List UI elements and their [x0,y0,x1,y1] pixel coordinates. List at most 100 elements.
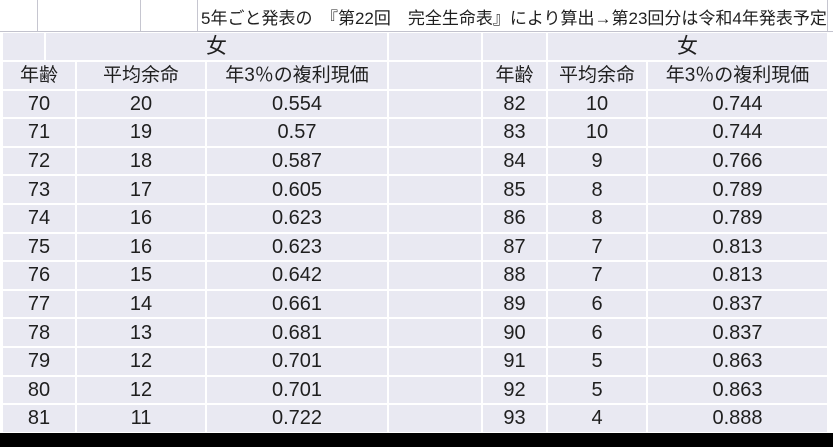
cell-age[interactable]: 70 [3,90,75,118]
cell-life-expectancy[interactable]: 6 [548,290,646,318]
cell-present-value[interactable]: 0.623 [207,233,387,261]
cell-present-value[interactable]: 0.587 [207,147,387,175]
cell-life-expectancy[interactable]: 8 [548,176,646,203]
cell-empty[interactable] [389,376,481,404]
cell-empty[interactable] [389,119,481,146]
cell-age[interactable]: 92 [483,376,546,404]
cell-present-value[interactable]: 0.623 [207,204,387,232]
cell-empty[interactable] [389,33,481,60]
cell-empty[interactable] [389,347,481,375]
cell-life-expectancy[interactable]: 18 [77,147,205,175]
gender-header-left[interactable]: 女 [46,33,387,60]
bottom-black-bar [0,433,833,447]
cell-empty[interactable] [389,62,481,89]
cell-present-value[interactable]: 0.744 [648,90,827,118]
cell-age[interactable]: 85 [483,176,546,203]
cell-present-value[interactable]: 0.701 [207,347,387,375]
gridline-vertical [37,0,38,31]
cell-age[interactable]: 93 [483,405,546,432]
cell-age[interactable]: 90 [483,319,546,346]
cell-life-expectancy[interactable]: 6 [548,319,646,346]
cell-present-value[interactable]: 0.837 [648,290,827,318]
cell-present-value[interactable]: 0.837 [648,319,827,346]
cell-life-expectancy[interactable]: 16 [77,233,205,261]
cell-empty[interactable] [389,90,481,118]
cell-age[interactable]: 87 [483,233,546,261]
column-header-present-value[interactable]: 年3％の複利現価 [207,62,387,89]
cell-life-expectancy[interactable]: 19 [77,119,205,146]
cell-age[interactable]: 72 [3,147,75,175]
column-header-present-value[interactable]: 年3％の複利現価 [648,62,827,89]
table-caption[interactable]: 5年ごと発表の 『第22回 完全生命表』により算出→第23回分は令和4年発表予定 [201,9,827,28]
cell-age[interactable]: 74 [3,204,75,232]
cell-age[interactable]: 84 [483,147,546,175]
cell-age[interactable]: 81 [3,405,75,432]
cell-present-value[interactable]: 0.744 [648,119,827,146]
cell-life-expectancy[interactable]: 5 [548,347,646,375]
cell-empty[interactable] [389,262,481,289]
cell-age[interactable]: 79 [3,347,75,375]
cell-empty[interactable] [389,405,481,432]
cell-life-expectancy[interactable]: 8 [548,204,646,232]
cell-present-value[interactable]: 0.57 [207,119,387,146]
cell-age[interactable]: 82 [483,90,546,118]
cell-age[interactable]: 71 [3,119,75,146]
cell-empty[interactable] [389,176,481,203]
cell-life-expectancy[interactable]: 11 [77,405,205,432]
cell-empty[interactable] [483,33,546,60]
cell-age[interactable]: 83 [483,119,546,146]
column-header-age[interactable]: 年齢 [3,62,75,89]
cell-present-value[interactable]: 0.766 [648,147,827,175]
cell-present-value[interactable]: 0.681 [207,319,387,346]
gender-header-right[interactable]: 女 [548,33,827,60]
cell-age[interactable]: 89 [483,290,546,318]
cell-age[interactable]: 76 [3,262,75,289]
cell-life-expectancy[interactable]: 7 [548,262,646,289]
cell-present-value[interactable]: 0.554 [207,90,387,118]
column-header-age[interactable]: 年齢 [483,62,546,89]
column-header-life-expectancy[interactable]: 平均余命 [77,62,205,89]
cell-life-expectancy[interactable]: 17 [77,176,205,203]
cell-age[interactable]: 78 [3,319,75,346]
cell-life-expectancy[interactable]: 16 [77,204,205,232]
cell-life-expectancy[interactable]: 20 [77,90,205,118]
cell-empty[interactable] [389,319,481,346]
cell-present-value[interactable]: 0.888 [648,405,827,432]
cell-life-expectancy[interactable]: 5 [548,376,646,404]
cell-age[interactable]: 73 [3,176,75,203]
cell-life-expectancy[interactable]: 10 [548,90,646,118]
cell-present-value[interactable]: 0.789 [648,176,827,203]
column-header-life-expectancy[interactable]: 平均余命 [548,62,646,89]
cell-present-value[interactable]: 0.863 [648,347,827,375]
cell-empty[interactable] [389,204,481,232]
cell-life-expectancy[interactable]: 7 [548,233,646,261]
cell-age[interactable]: 91 [483,347,546,375]
cell-present-value[interactable]: 0.661 [207,290,387,318]
cell-age[interactable]: 77 [3,290,75,318]
cell-present-value[interactable]: 0.863 [648,376,827,404]
cell-present-value[interactable]: 0.605 [207,176,387,203]
cell-present-value[interactable]: 0.813 [648,262,827,289]
cell-life-expectancy[interactable]: 4 [548,405,646,432]
cell-present-value[interactable]: 0.701 [207,376,387,404]
cell-age[interactable]: 80 [3,376,75,404]
cell-age[interactable]: 88 [483,262,546,289]
cell-life-expectancy[interactable]: 13 [77,319,205,346]
cell-life-expectancy[interactable]: 9 [548,147,646,175]
cell-life-expectancy[interactable]: 10 [548,119,646,146]
cell-present-value[interactable]: 0.789 [648,204,827,232]
cell-present-value[interactable]: 0.813 [648,233,827,261]
cell-present-value[interactable]: 0.642 [207,262,387,289]
cell-life-expectancy[interactable]: 15 [77,262,205,289]
cell-present-value[interactable]: 0.722 [207,405,387,432]
cell-life-expectancy[interactable]: 14 [77,290,205,318]
cell-empty[interactable] [389,290,481,318]
cell-empty[interactable] [389,147,481,175]
gridline-vertical [197,0,198,31]
cell-age[interactable]: 75 [3,233,75,261]
cell-empty[interactable] [389,233,481,261]
cell-age[interactable]: 86 [483,204,546,232]
cell-empty[interactable] [3,33,44,60]
cell-life-expectancy[interactable]: 12 [77,347,205,375]
cell-life-expectancy[interactable]: 12 [77,376,205,404]
